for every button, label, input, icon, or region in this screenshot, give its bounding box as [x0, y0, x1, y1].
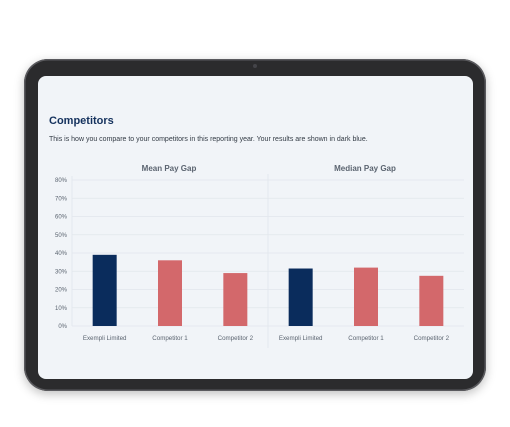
camera-dot — [253, 64, 257, 68]
y-tick-label: 60% — [55, 215, 68, 221]
category-label: Exempli Limited — [279, 335, 323, 342]
tablet-frame: Competitors This is how you compare to y… — [24, 59, 486, 391]
category-label: Exempli Limited — [83, 335, 127, 342]
y-tick-label: 80% — [55, 178, 68, 184]
bar-competitor-2 — [419, 275, 444, 326]
category-label: Competitor 2 — [414, 335, 450, 342]
section-title: Competitors — [49, 115, 114, 127]
y-tick-label: 30% — [55, 269, 68, 275]
y-tick-label: 70% — [55, 196, 68, 202]
category-label: Competitor 1 — [348, 335, 384, 342]
chart-title: Median Pay Gap — [334, 164, 396, 173]
category-label: Competitor 2 — [218, 335, 254, 342]
category-label: Competitor 1 — [152, 335, 188, 342]
bar-competitor-2 — [223, 273, 248, 326]
y-tick-label: 20% — [55, 288, 68, 294]
pay-gap-charts: 0% 10% 20% 30% 40% 50% 60% 70% 80% Mean Pay Gap Ex… — [55, 164, 464, 348]
chart-title: Mean Pay Gap — [142, 164, 197, 173]
y-tick-label: 0% — [58, 324, 67, 330]
bar-competitor-1 — [354, 267, 378, 326]
section-description: This is how you compare to your competit… — [49, 136, 368, 143]
y-tick-label: 50% — [55, 233, 68, 239]
tablet-screen: Competitors This is how you compare to y… — [38, 76, 473, 379]
y-tick-label: 10% — [55, 306, 68, 312]
bar-exempli-limited — [92, 254, 117, 326]
bar-competitor-1 — [158, 260, 182, 326]
bar-exempli-limited — [288, 268, 313, 326]
y-tick-label: 40% — [55, 251, 68, 257]
